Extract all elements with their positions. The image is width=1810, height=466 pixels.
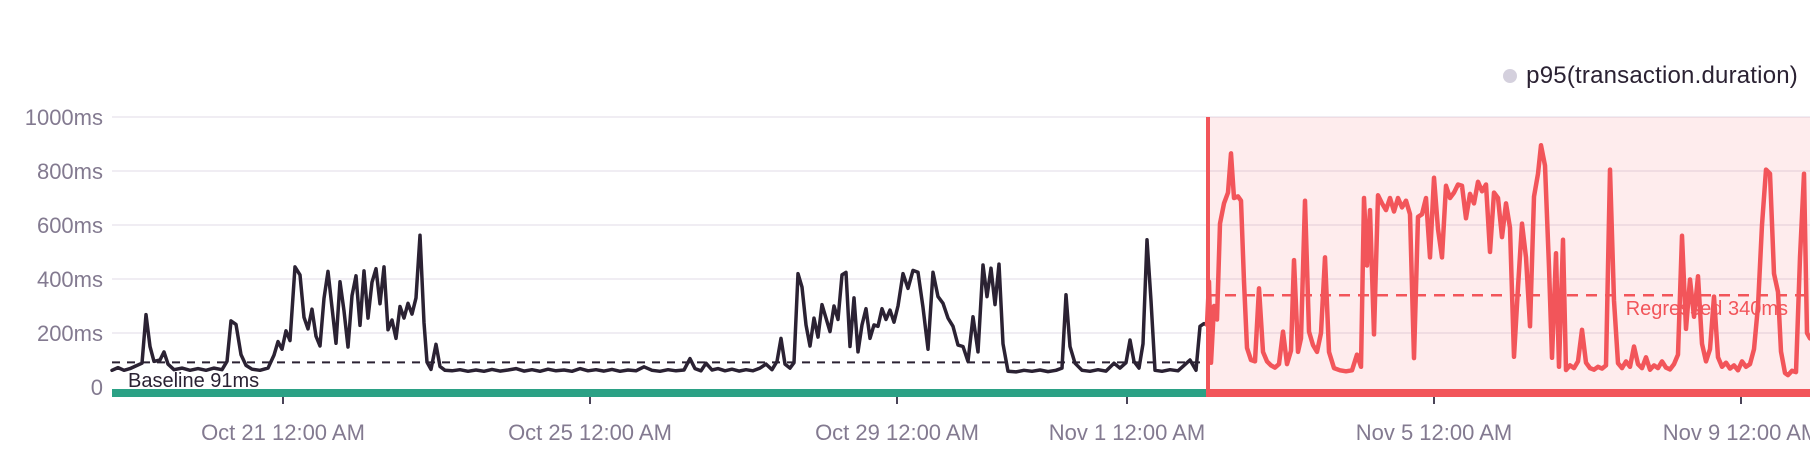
legend-label: p95(transaction.duration)	[1526, 62, 1798, 89]
baseline-bar	[112, 389, 1206, 397]
y-axis-label-0: 0	[91, 375, 103, 400]
y-axis-label-400: 400ms	[37, 267, 103, 292]
regression-bar	[1206, 389, 1810, 397]
x-axis-label-3: Nov 1 12:00 AM	[1049, 420, 1206, 445]
legend-item-p95[interactable]: p95(transaction.duration)	[1503, 62, 1798, 90]
x-axis-label-4: Nov 5 12:00 AM	[1356, 420, 1513, 445]
p95-line-regressed-period	[1204, 143, 1810, 378]
y-axis-label-200: 200ms	[37, 321, 103, 346]
y-axis-label-1000: 1000ms	[25, 105, 103, 130]
x-axis-label-0: Oct 21 12:00 AM	[201, 420, 365, 445]
p95-line-baseline-period	[110, 233, 1209, 374]
y-axis-label-600: 600ms	[37, 213, 103, 238]
x-axis-label-1: Oct 25 12:00 AM	[508, 420, 672, 445]
x-axis-label-2: Oct 29 12:00 AM	[815, 420, 979, 445]
legend-dot-icon	[1503, 69, 1518, 83]
x-axis-label-5: Nov 9 12:00 AM	[1663, 420, 1810, 445]
y-axis-label-800: 800ms	[37, 159, 103, 184]
